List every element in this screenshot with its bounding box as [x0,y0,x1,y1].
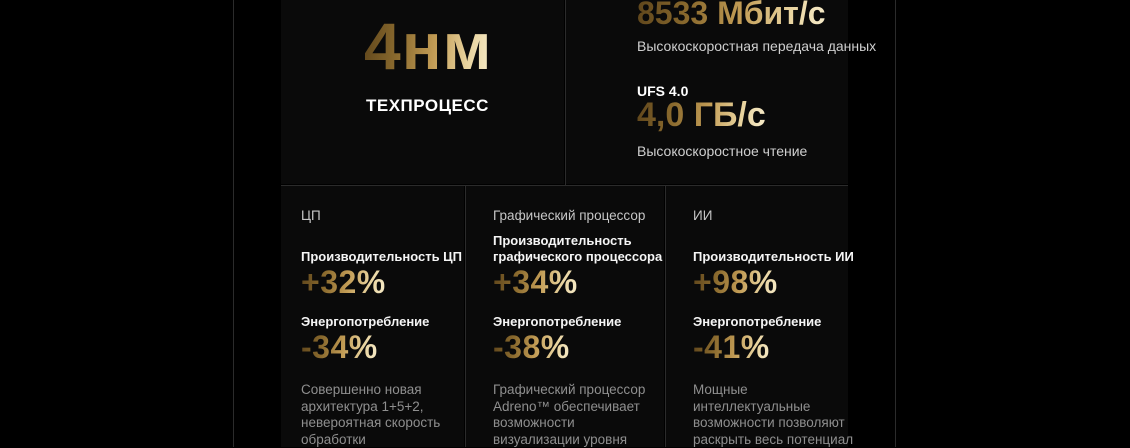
power-label: Энергопотребление [693,314,822,329]
spec-column-gpu: Графический процессор Производительность… [493,185,665,447]
power-value: -41% [693,329,770,365]
process-node-label: ТЕХПРОЦЕСС [366,96,489,115]
column-description: Графический процессор Adreno™ обеспечива… [493,382,646,447]
performance-label: Производительность ЦП [301,249,463,264]
container-right-border [895,0,896,447]
gpu-cell-panel [466,186,664,447]
performance-value: +34% [493,264,578,300]
network-speed-value: 8533 Мбит/с [637,0,826,30]
cpu-cell-panel [281,186,464,447]
speeds-cell-panel [566,0,848,184]
column-description: Мощные интеллектуальные возможности позв… [693,382,854,447]
network-speed-caption: Высокоскоростная передача данных [637,38,877,54]
column-title: Графический процессор [493,208,646,223]
storage-speed-caption: Высокоскоростное чтение [637,143,808,159]
top-cells-divider [565,0,566,185]
performance-label: Производительность графического процессо… [493,233,663,264]
spec-column-ai: ИИ Производительность ИИ +98% Энергопотр… [693,185,854,447]
cpu-gpu-divider [465,186,466,447]
ai-cell-panel [666,186,848,447]
performance-label: Производительность ИИ [693,249,854,264]
process-cell-panel [281,0,564,184]
process-node-value: 4нм [364,9,493,83]
column-title: ИИ [693,208,713,223]
performance-value: +98% [693,264,778,300]
column-description: Совершенно новая архитектура 1+5+2, неве… [301,382,441,447]
storage-speed-value: 4,0 ГБ/с [637,96,766,134]
performance-value: +32% [301,264,386,300]
horizontal-divider [281,185,848,186]
power-label: Энергопотребление [493,314,622,329]
column-title: ЦП [301,208,321,223]
power-label: Энергопотребление [301,314,430,329]
power-value: -38% [493,329,570,365]
power-value: -34% [301,329,378,365]
storage-standard-label: UFS 4.0 [637,83,689,99]
spec-column-cpu: ЦП Производительность ЦП +32% Энергопотр… [301,185,463,447]
container-left-border [233,0,234,447]
gpu-ai-divider [665,186,666,447]
